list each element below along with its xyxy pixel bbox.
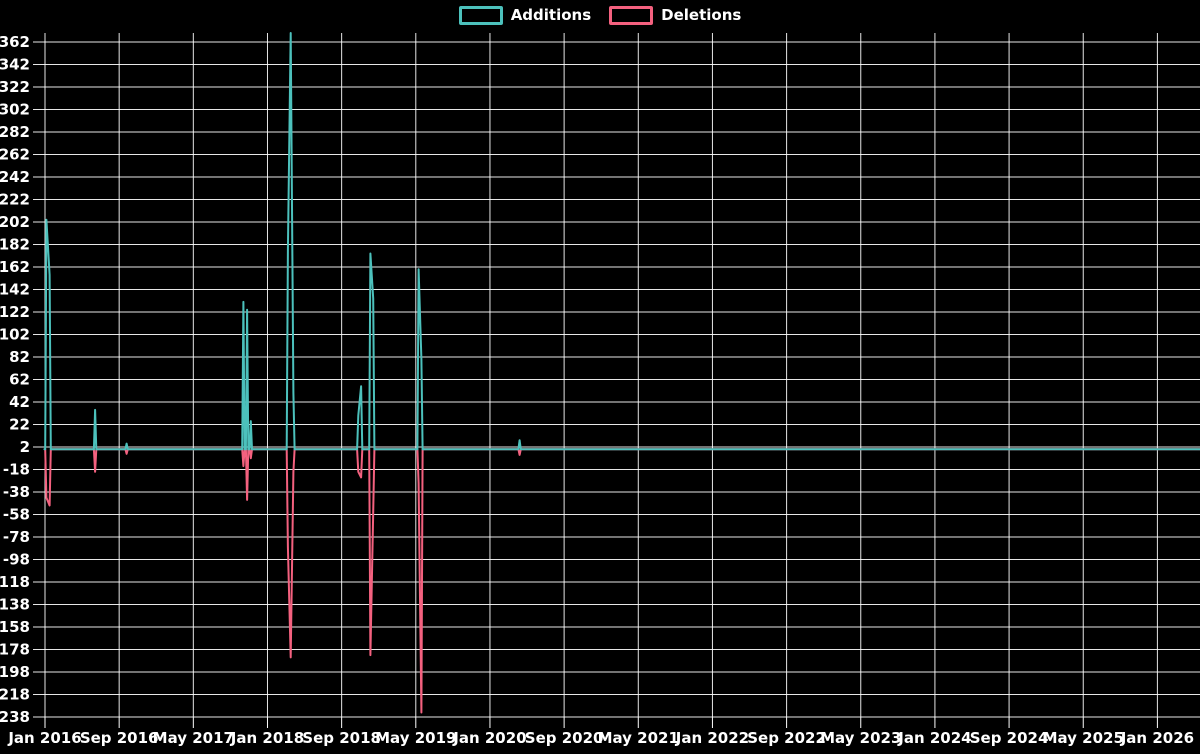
legend-item-deletions[interactable]: Deletions (609, 6, 741, 25)
x-tick-label: Jan 2018 (230, 729, 304, 747)
deletions-swatch-icon (609, 6, 653, 25)
y-tick-label: -58 (3, 506, 30, 524)
additions-swatch-icon (459, 6, 503, 25)
y-tick-label: 122 (0, 303, 30, 321)
y-tick-label: -138 (0, 596, 30, 614)
y-tick-label: 82 (9, 348, 30, 366)
x-tick-label: Jan 2026 (1120, 729, 1194, 747)
y-tick-label: -118 (0, 573, 30, 591)
y-tick-label: 62 (9, 371, 30, 389)
x-tick-label: Sep 2024 (970, 729, 1049, 747)
y-tick-label: -18 (3, 461, 30, 479)
y-tick-label: 362 (0, 33, 30, 51)
x-tick-label: Sep 2022 (747, 729, 826, 747)
legend-label-deletions: Deletions (661, 8, 741, 23)
y-tick-label: -238 (0, 708, 30, 726)
y-tick-label: 202 (0, 213, 30, 231)
y-tick-label: 22 (9, 416, 30, 434)
x-tick-label: May 2017 (153, 729, 234, 747)
x-tick-label: May 2025 (1043, 729, 1124, 747)
y-tick-label: -218 (0, 686, 30, 704)
y-tick-label: 222 (0, 191, 30, 209)
x-tick-label: Sep 2018 (302, 729, 381, 747)
x-tick-label: Jan 2022 (675, 729, 749, 747)
y-tick-label: 242 (0, 168, 30, 186)
x-tick-label: Jan 2016 (7, 729, 81, 747)
x-tick-label: Sep 2020 (525, 729, 604, 747)
y-tick-label: -78 (3, 528, 30, 546)
y-tick-label: -158 (0, 618, 30, 636)
y-tick-label: 42 (9, 393, 30, 411)
y-tick-label: 2 (20, 438, 30, 456)
x-tick-label: Jan 2020 (452, 729, 526, 747)
y-tick-label: 322 (0, 78, 30, 96)
x-tick-label: Sep 2016 (80, 729, 159, 747)
y-tick-label: 302 (0, 101, 30, 119)
y-tick-label: 262 (0, 146, 30, 164)
y-tick-label: 102 (0, 326, 30, 344)
y-tick-label: -178 (0, 641, 30, 659)
legend: Additions Deletions (0, 6, 1200, 25)
legend-label-additions: Additions (511, 8, 591, 23)
y-tick-label: 342 (0, 56, 30, 74)
x-tick-label: Jan 2024 (897, 729, 971, 747)
y-tick-label: 282 (0, 123, 30, 141)
deletions-line (45, 449, 1200, 712)
y-tick-label: -38 (3, 483, 30, 501)
legend-item-additions[interactable]: Additions (459, 6, 591, 25)
y-tick-label: 162 (0, 258, 30, 276)
y-tick-label: -98 (3, 551, 30, 569)
x-tick-label: May 2023 (820, 729, 901, 747)
y-tick-label: 142 (0, 281, 30, 299)
x-tick-label: May 2021 (598, 729, 679, 747)
x-tick-label: May 2019 (375, 729, 456, 747)
additions-line (45, 33, 1200, 449)
y-tick-label: 182 (0, 236, 30, 254)
y-tick-label: -198 (0, 663, 30, 681)
